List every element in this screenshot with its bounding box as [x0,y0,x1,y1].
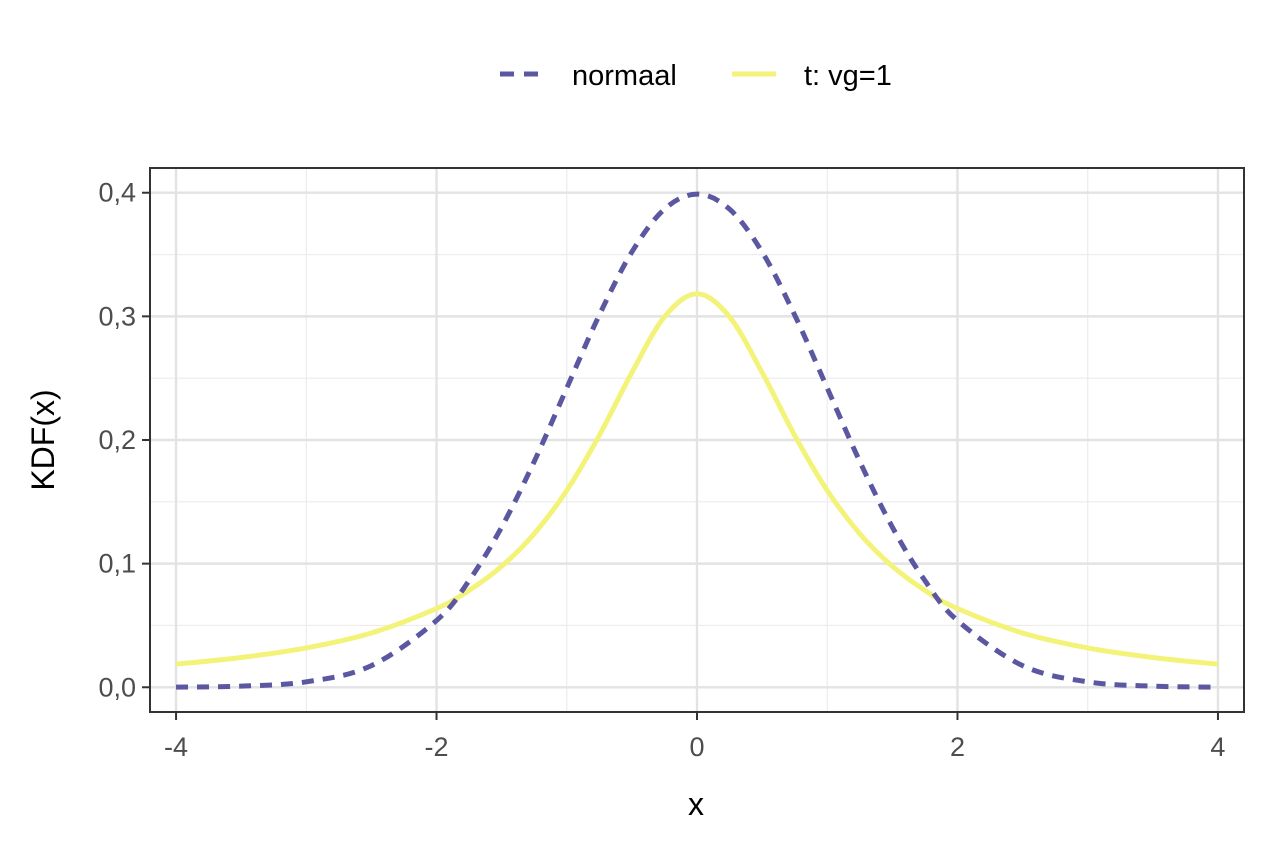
x-tick-label: 4 [1210,732,1225,762]
series-layer [175,191,1219,690]
series-line-1 [175,291,1219,667]
y-tick-label: 0,3 [98,301,136,331]
axis-ticks [142,191,1219,720]
y-axis-title: KDF(x) [25,389,61,490]
x-axis-title: x [688,786,704,822]
axis-tick-labels: -4 -2 0 2 4 0,0 0,1 0,2 0,3 0,4 [98,178,1225,762]
y-tick-label: 0,2 [98,425,136,455]
legend: normaal t: vg=1 [500,60,892,92]
x-tick-label: 0 [689,732,704,762]
legend-label-normaal: normaal [572,60,677,92]
legend-label-t-vg-1: t: vg=1 [804,60,892,92]
y-tick-label: 0,1 [98,549,136,579]
series-line-0 [176,191,1218,690]
y-tick-label: 0,0 [98,672,136,702]
x-tick-label: -4 [164,732,188,762]
y-tick-label: 0,4 [98,178,136,208]
x-tick-label: -2 [425,732,449,762]
x-tick-label: 2 [950,732,965,762]
